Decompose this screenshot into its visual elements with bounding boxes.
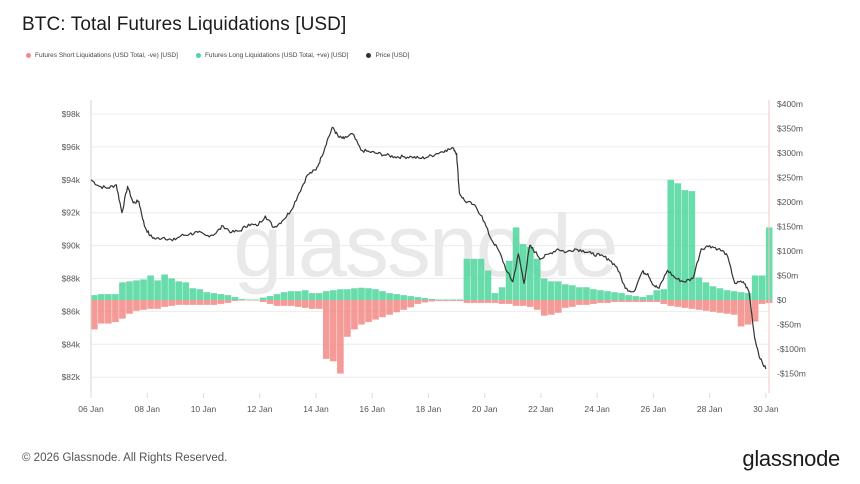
y-left-tick: $94k	[62, 175, 81, 185]
y-right-tick: -$100m	[777, 344, 806, 354]
x-tick: 06 Jan	[78, 404, 104, 414]
y-right-tick: $300m	[777, 148, 803, 158]
grid-lines	[91, 113, 769, 378]
watermark: glassnode	[233, 196, 616, 295]
chart-legend: Futures Short Liquidations (USD Total, -…	[26, 52, 409, 59]
copyright-text: © 2026 Glassnode. All Rights Reserved.	[22, 452, 228, 464]
legend-dot-long-icon	[195, 53, 201, 58]
x-tick: 30 Jan	[753, 404, 779, 414]
y-right-tick: -$50m	[777, 320, 801, 330]
y-axis-right: -$150m -$100m -$50m $0 $50m $100m $150m $200m $2…	[777, 99, 806, 379]
y-left-tick: $98k	[62, 109, 81, 119]
legend-item-long[interactable]: Futures Long Liquidations (USD Total, +v…	[195, 52, 349, 59]
x-tick: 08 Jan	[134, 404, 160, 414]
y-right-tick: $350m	[777, 123, 803, 133]
y-left-tick: $96k	[62, 142, 81, 152]
x-axis: 06 Jan 08 Jan 10 Jan 12 Jan 14 Jan 16 Jan 18 J…	[78, 393, 779, 414]
y-left-tick: $90k	[62, 241, 81, 251]
x-tick: 10 Jan	[191, 404, 217, 414]
x-tick: 28 Jan	[697, 404, 723, 414]
y-left-tick: $86k	[62, 306, 81, 316]
x-tick: 24 Jan	[584, 404, 610, 414]
y-right-tick: $100m	[777, 246, 803, 256]
x-tick: 16 Jan	[359, 404, 385, 414]
y-left-tick: $88k	[62, 274, 81, 284]
x-tick: 22 Jan	[528, 404, 554, 414]
legend-label-long: Futures Long Liquidations (USD Total, +v…	[204, 52, 349, 59]
legend-dot-price-icon	[366, 53, 372, 58]
x-tick: 12 Jan	[247, 404, 273, 414]
x-tick: 18 Jan	[416, 404, 442, 414]
x-tick: 14 Jan	[303, 404, 329, 414]
chart-title: BTC: Total Futures Liquidations [USD]	[22, 14, 347, 35]
y-left-tick: $92k	[62, 208, 81, 218]
legend-item-price[interactable]: Price [USD]	[366, 52, 409, 59]
y-right-tick: $400m	[777, 99, 803, 109]
y-right-tick: $0	[777, 295, 787, 305]
y-right-tick: $200m	[777, 197, 803, 207]
y-right-tick: $250m	[777, 172, 803, 182]
y-right-tick: $50m	[777, 270, 798, 280]
legend-dot-short-icon	[26, 53, 31, 58]
legend-item-short[interactable]: Futures Short Liquidations (USD Total, -…	[26, 52, 178, 59]
y-right-tick: -$150m	[777, 369, 806, 379]
short-liquidation-bars	[91, 300, 773, 374]
y-left-tick: $84k	[62, 339, 81, 349]
x-tick: 26 Jan	[641, 404, 667, 414]
y-axis-left: $82k $84k $86k $88k $90k $92k $94k $96k $98k	[62, 109, 81, 382]
glassnode-logo[interactable]: glassnode	[742, 446, 840, 471]
y-left-tick: $82k	[62, 372, 81, 382]
x-tick: 20 Jan	[472, 404, 498, 414]
price-line	[90, 126, 767, 370]
long-liquidation-bars	[91, 179, 773, 300]
y-right-tick: $150m	[777, 221, 803, 231]
legend-label-short: Futures Short Liquidations (USD Total, -…	[35, 52, 178, 59]
legend-label-price: Price [USD]	[375, 52, 410, 59]
